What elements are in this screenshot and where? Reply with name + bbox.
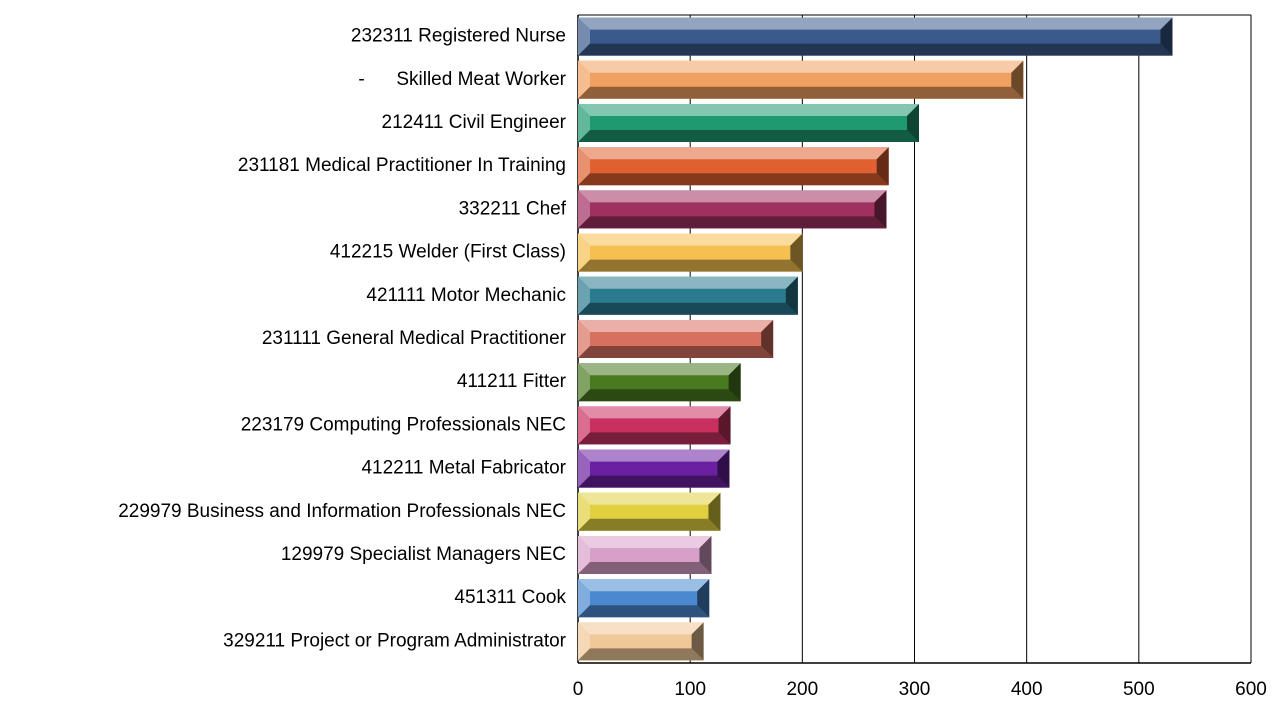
- bar-bevel-top: [578, 60, 1024, 73]
- bar-bevel-bottom: [578, 259, 803, 272]
- x-tick-label: 500: [1123, 679, 1155, 700]
- bar-bevel-bottom: [578, 605, 710, 618]
- bar-bevel-top: [578, 190, 887, 203]
- bar-bevel-top: [578, 320, 774, 332]
- bar-bevel-top: [578, 104, 919, 116]
- bar: [578, 320, 774, 358]
- y-tick-label: 231111 General Medical Practitioner: [262, 328, 567, 349]
- bar-bevel-top: [578, 492, 721, 505]
- x-tick-label: 400: [1011, 679, 1043, 700]
- bar-bevel-top: [578, 17, 1173, 30]
- bar-bevel-bottom: [578, 216, 887, 229]
- bar-bevel-bottom: [578, 389, 741, 402]
- x-tick-label: 100: [674, 679, 706, 700]
- y-tick-label: 451311 Cook: [454, 587, 566, 608]
- bar-bevel-left: [578, 233, 590, 272]
- bar-bevel-top: [578, 233, 803, 246]
- bar-bevel-right: [1011, 60, 1024, 99]
- bar-bevel-bottom: [578, 475, 730, 488]
- bar-bevel-left: [578, 320, 590, 358]
- bar-bevel-left: [578, 276, 590, 315]
- bar-bevel-right: [691, 622, 704, 661]
- y-tick-label: 212411 Civil Engineer: [382, 112, 567, 133]
- bar-bevel-right: [906, 104, 919, 142]
- y-tick-label: 421111 Motor Mechanic: [366, 285, 566, 306]
- bar-bevel-right: [708, 492, 721, 531]
- bar: [578, 60, 1024, 99]
- bar-bevel-left: [578, 104, 590, 142]
- y-tick-label: 411211 Fitter: [457, 371, 567, 392]
- bar: [578, 363, 741, 402]
- bar: [578, 104, 919, 142]
- bar-bevel-bottom: [578, 173, 889, 186]
- bar: [578, 622, 704, 661]
- bar: [578, 147, 889, 186]
- bar-bevel-bottom: [578, 432, 731, 445]
- bar-bevel-bottom: [578, 86, 1024, 99]
- y-tick-label: 129979 Specialist Managers NEC: [281, 544, 566, 565]
- y-tick-label: 231181 Medical Practitioner In Training: [238, 155, 566, 176]
- bar: [578, 190, 887, 229]
- bar-bevel-left: [578, 147, 590, 186]
- bar-bevel-left: [578, 60, 590, 99]
- y-tick-label: 412211 Metal Fabricator: [361, 458, 566, 479]
- bar-bevel-top: [578, 147, 889, 160]
- bar: [578, 406, 731, 445]
- bar-bevel-top: [578, 579, 710, 592]
- y-tick-label: - Skilled Meat Worker: [358, 69, 566, 90]
- bar-bevel-left: [578, 190, 590, 229]
- bar-bevel-top: [578, 449, 730, 462]
- bar-bevel-bottom: [578, 346, 774, 358]
- bar-bevel-bottom: [578, 518, 721, 531]
- y-tick-label: 232311 Registered Nurse: [351, 26, 566, 47]
- x-tick-label: 200: [786, 679, 818, 700]
- y-tick-label: 412215 Welder (First Class): [330, 242, 566, 263]
- bar: [578, 449, 730, 488]
- bar-bevel-left: [578, 536, 590, 574]
- bar-bevel-left: [578, 492, 590, 531]
- bar-bevel-top: [578, 363, 741, 376]
- y-tick-label: 329211 Project or Program Administrator: [223, 630, 567, 651]
- bar-bevel-top: [578, 536, 712, 548]
- bar-bevel-right: [790, 233, 803, 272]
- bar-bevel-right: [761, 320, 774, 358]
- bar-bevel-bottom: [578, 130, 919, 142]
- bar-bevel-right: [1160, 17, 1173, 56]
- bar-bevel-right: [699, 536, 712, 574]
- bar-bevel-top: [578, 276, 798, 289]
- bar-bevel-bottom: [578, 562, 712, 574]
- bar-bevel-left: [578, 406, 590, 445]
- bar-bevel-top: [578, 406, 731, 419]
- y-tick-label: 332211 Chef: [459, 198, 567, 219]
- bar-bevel-top: [578, 622, 704, 635]
- bar: [578, 233, 803, 272]
- bar-bevel-right: [874, 190, 887, 229]
- y-tick-label: 229979 Business and Information Professi…: [118, 501, 566, 522]
- x-tick-label: 0: [573, 679, 584, 700]
- x-tick-label: 600: [1235, 679, 1267, 700]
- bar-bevel-right: [718, 406, 731, 445]
- bar-bevel-left: [578, 17, 590, 56]
- y-tick-label: 223179 Computing Professionals NEC: [241, 414, 566, 435]
- bar-bevel-left: [578, 579, 590, 618]
- bar-bevel-left: [578, 363, 590, 402]
- bar-bevel-bottom: [578, 302, 798, 315]
- bar: [578, 276, 798, 315]
- bar-bevel-bottom: [578, 648, 704, 661]
- bar-bevel-right: [697, 579, 710, 618]
- bar: [578, 492, 721, 531]
- bar: [578, 536, 712, 574]
- bar-bevel-right: [785, 276, 798, 315]
- bar-bevel-bottom: [578, 43, 1173, 56]
- bar-bevel-right: [876, 147, 889, 186]
- bar: [578, 17, 1173, 56]
- bar-bevel-left: [578, 622, 590, 661]
- x-tick-label: 300: [899, 679, 931, 700]
- bar-bevel-right: [728, 363, 741, 402]
- bar-bevel-right: [717, 449, 730, 488]
- bar-bevel-left: [578, 449, 590, 488]
- bar: [578, 579, 710, 618]
